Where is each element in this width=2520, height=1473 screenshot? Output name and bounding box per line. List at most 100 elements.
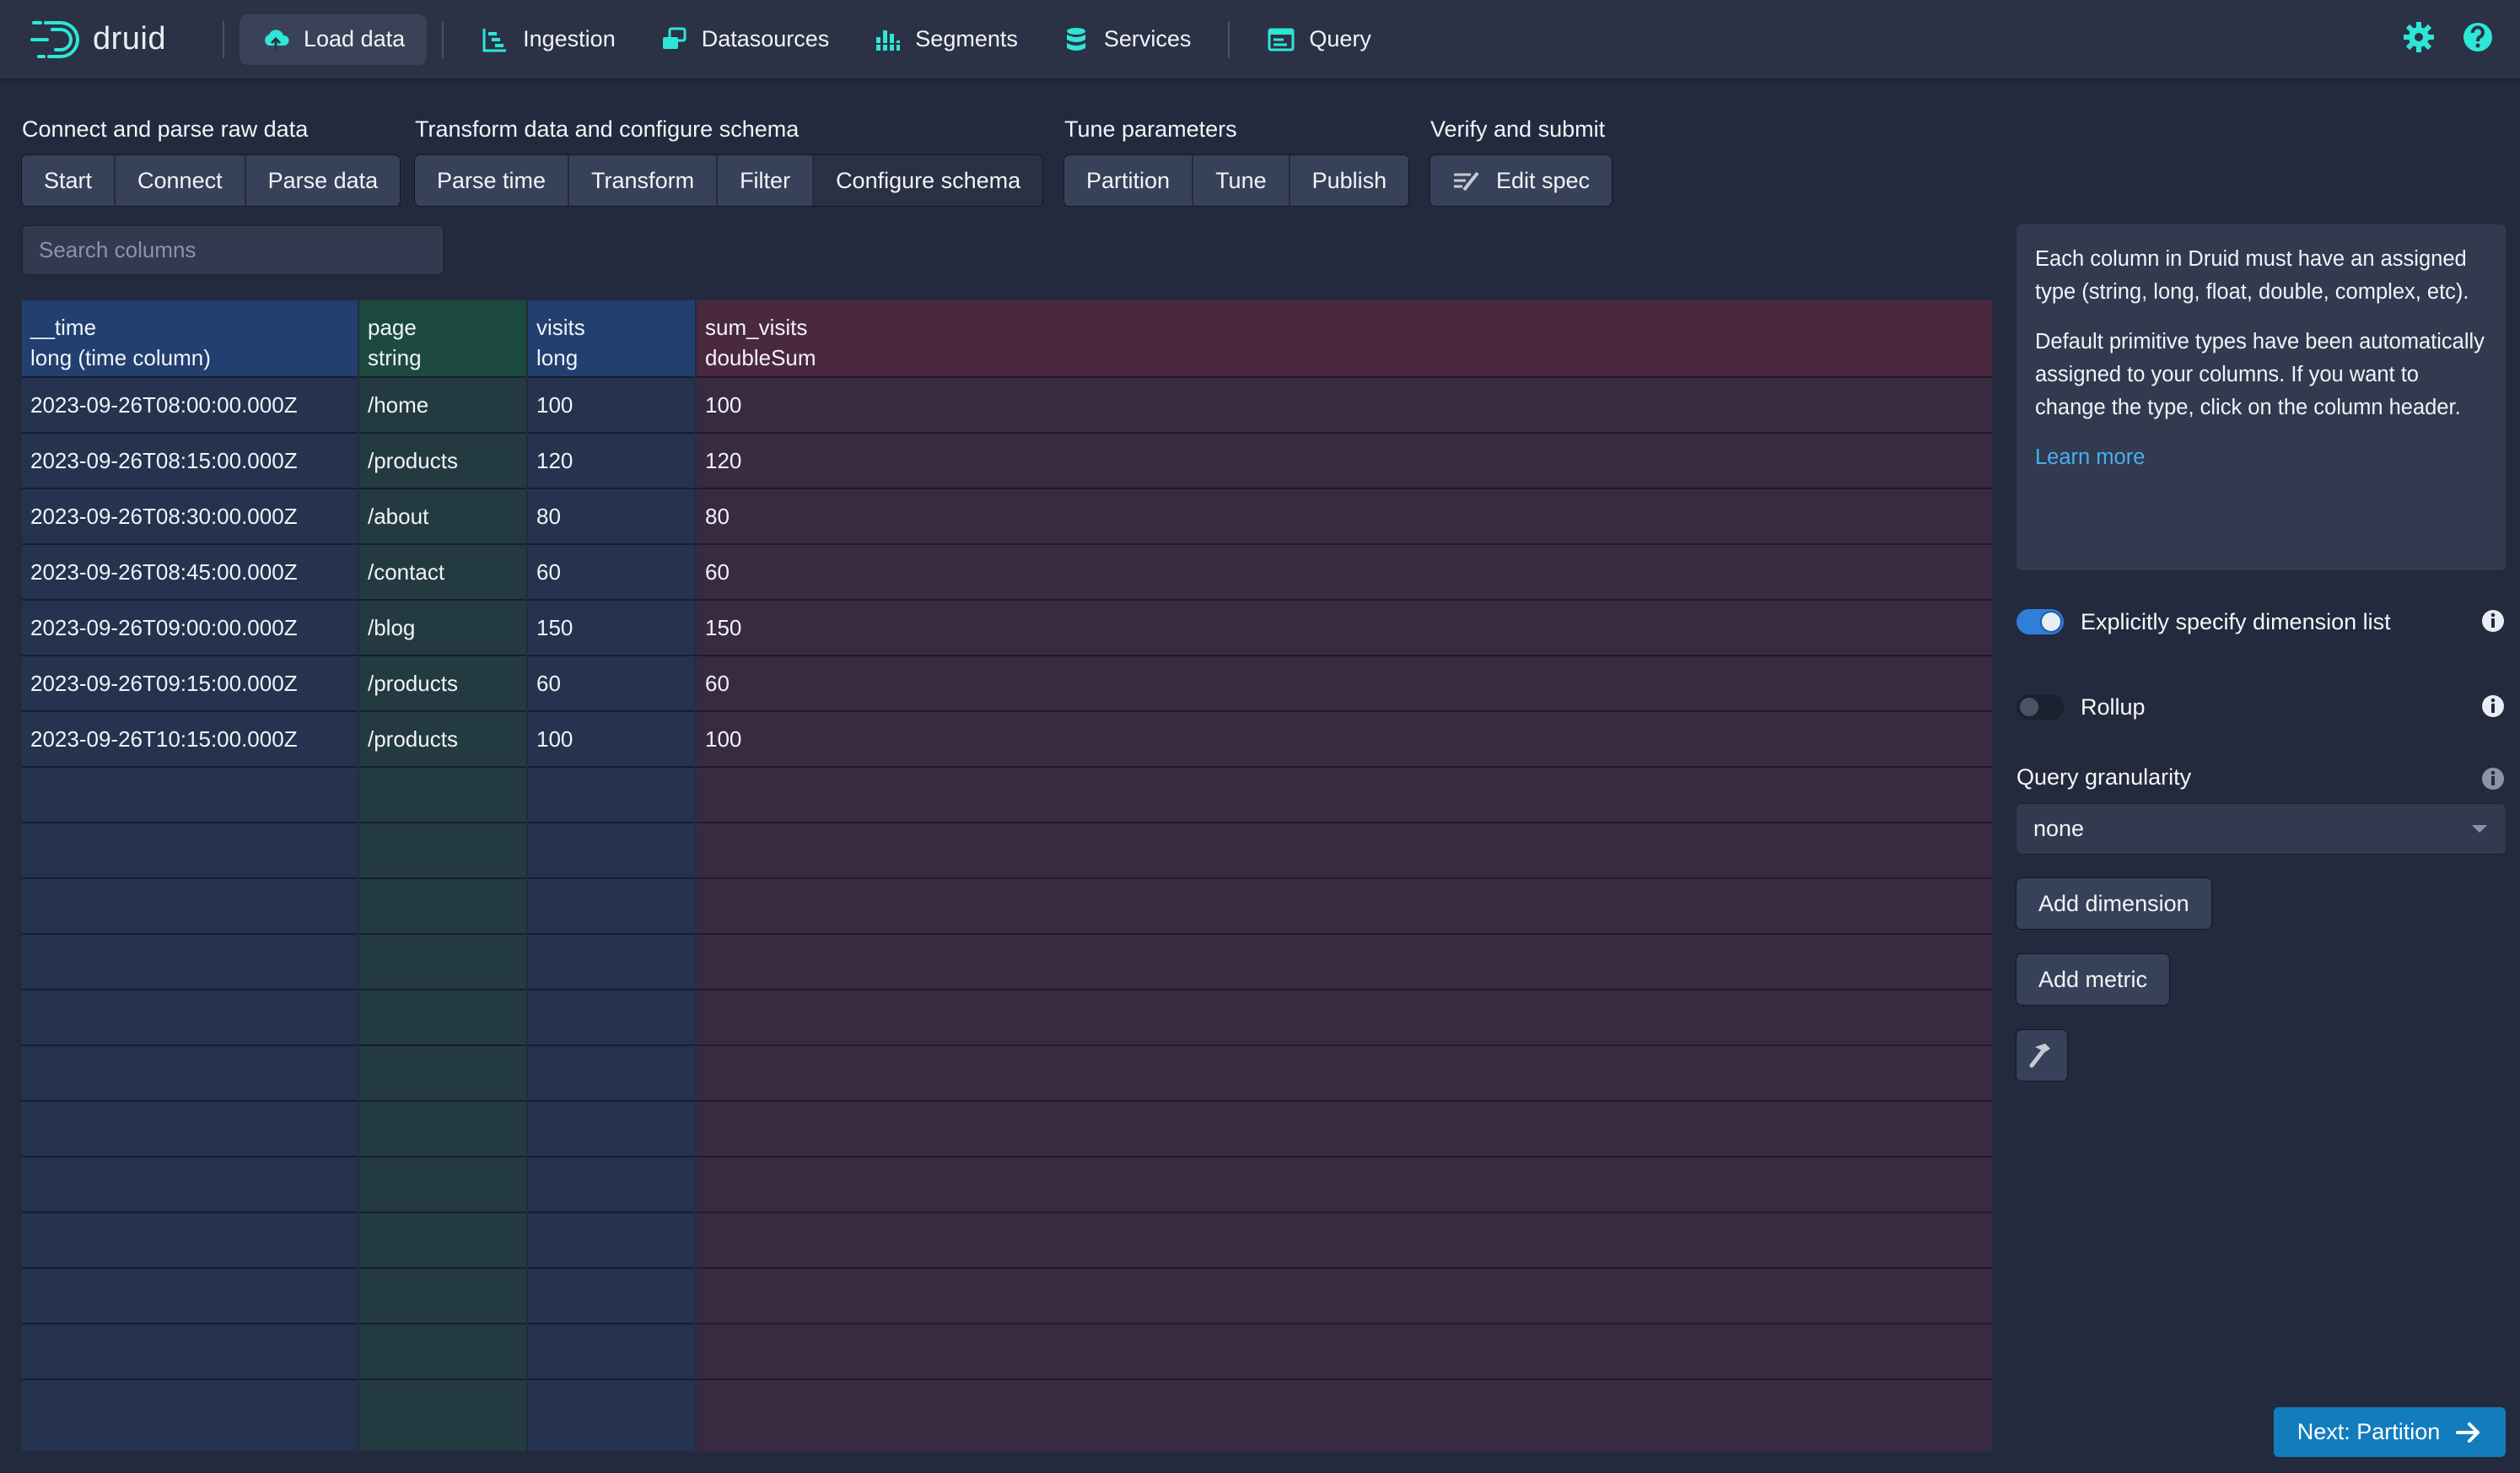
table-cell: 2023-09-26T10:15:00.000Z [22,710,358,766]
explicit-dimensions-label: Explicitly specify dimension list [2081,608,2391,634]
learn-more-link[interactable]: Learn more [2035,445,2146,469]
table-cell: /products [359,432,526,488]
table-cell-empty [697,1323,1992,1379]
step-edit-spec-label: Edit spec [1496,167,1591,193]
table-cell-empty [22,1379,358,1434]
table-cell: 80 [697,488,1992,543]
nav-load-data[interactable]: Load data [240,13,428,65]
nav-segments[interactable]: Segments [851,14,1040,65]
help-icon[interactable] [2461,20,2495,54]
add-metric-button[interactable]: Add metric [2017,954,2170,1005]
query-granularity-label: Query granularity [2017,764,2192,790]
nav-ingestion[interactable]: Ingestion [459,14,638,65]
arrow-right-icon [2456,1422,2480,1443]
table-cell: 150 [528,599,695,655]
step-group-tune: Tune parameters Partition Tune Publish [1064,116,1409,206]
query-granularity-select[interactable]: none [2017,804,2506,854]
table-cell-empty [359,1100,526,1156]
table-cell-empty [528,1379,695,1434]
step-group-transform: Transform data and configure schema Pars… [415,116,1043,206]
table-cell: 2023-09-26T09:00:00.000Z [22,599,358,655]
step-edit-spec-button[interactable]: Edit spec [1430,155,1613,206]
table-cell: /home [359,376,526,432]
application-icon [1268,28,1295,51]
table-cell-empty [697,1267,1992,1323]
step-publish-button[interactable]: Publish [1290,155,1409,206]
table-cell-empty [697,1044,1992,1100]
nav-query[interactable]: Query [1245,14,1393,65]
column-name: __time [30,315,97,340]
table-cell-empty [697,1100,1992,1156]
table-cell: 100 [697,376,1992,432]
query-granularity-value: none [2033,816,2085,841]
step-parse-data-button[interactable]: Parse data [245,155,401,206]
table-cell: 120 [528,432,695,488]
table-cell: 2023-09-26T08:15:00.000Z [22,432,358,488]
schema-info-callout: Each column in Druid must have an assign… [2017,224,2506,570]
rollup-switch[interactable] [2017,694,2064,720]
table-cell: 150 [697,599,1992,655]
table-cell-empty [22,766,358,822]
table-cell-empty [528,989,695,1044]
table-cell: /products [359,710,526,766]
druid-logo[interactable]: druid [30,18,207,62]
app-name: druid [93,21,166,57]
nav-datasources[interactable]: Datasources [638,14,852,65]
table-cell-empty [528,877,695,933]
table-cell: 2023-09-26T08:45:00.000Z [22,543,358,599]
step-partition-button[interactable]: Partition [1064,155,1194,206]
table-cell-empty [359,989,526,1044]
search-columns-input[interactable]: Search columns [22,225,444,275]
info-paragraph-2: Default primitive types have been automa… [2035,330,2485,419]
step-connect-button[interactable]: Connect [116,155,246,206]
next-partition-button[interactable]: Next: Partition [2274,1407,2506,1457]
table-cell: 120 [697,432,1992,488]
step-parse-time-button[interactable]: Parse time [415,155,570,206]
table-cell-empty [22,1156,358,1211]
table-cell: /about [359,488,526,543]
column-type: long (time column) [30,345,211,370]
column-header-visits[interactable]: visits long [528,300,695,376]
column-type: string [368,345,422,370]
nav-right-icons [2402,20,2495,54]
table-cell-empty [359,877,526,933]
step-transform-button[interactable]: Transform [569,155,719,206]
table-cell-empty [22,877,358,933]
table-cell: 2023-09-26T08:30:00.000Z [22,488,358,543]
info-sign-icon[interactable] [2480,693,2506,719]
nav-datasources-label: Datasources [701,26,830,51]
table-cell-empty [22,822,358,877]
step-configure-schema-button[interactable]: Configure schema [814,155,1043,206]
table-cell: 80 [528,488,695,543]
info-sign-icon[interactable] [2480,766,2506,791]
nav-divider [223,20,224,58]
column-header-page[interactable]: page string [359,300,526,376]
info-sign-icon[interactable] [2480,608,2506,634]
step-filter-button[interactable]: Filter [718,155,815,206]
table-cell: 100 [528,710,695,766]
database-icon [1066,27,1085,51]
step-title-verify: Verify and submit [1430,116,1606,142]
table-cell-empty [359,822,526,877]
schema-table: __time long (time column) 2023-09-26T08:… [22,300,1992,1451]
build-tool-button[interactable] [2017,1030,2067,1081]
edit-spec-icon [1454,171,1479,192]
column-header-time[interactable]: __time long (time column) [22,300,358,376]
table-cell-empty [528,766,695,822]
table-cell-empty [528,1267,695,1323]
top-navbar: druid Load data Ingestion Datasources [0,0,2520,78]
settings-icon[interactable] [2402,20,2436,54]
step-tune-button[interactable]: Tune [1193,155,1290,206]
nav-services[interactable]: Services [1040,14,1214,65]
table-cell-empty [528,1323,695,1379]
nav-query-label: Query [1309,26,1371,51]
column-header-sum-visits[interactable]: sum_visits doubleSum [697,300,1992,376]
add-dimension-button[interactable]: Add dimension [2017,878,2211,929]
step-title-transform: Transform data and configure schema [415,116,800,142]
table-cell-empty [359,1379,526,1434]
column-time: __time long (time column) 2023-09-26T08:… [22,300,358,1451]
nav-services-label: Services [1103,26,1192,51]
table-cell-empty [22,1323,358,1379]
step-start-button[interactable]: Start [22,155,116,206]
explicit-dimensions-switch[interactable] [2017,609,2064,634]
